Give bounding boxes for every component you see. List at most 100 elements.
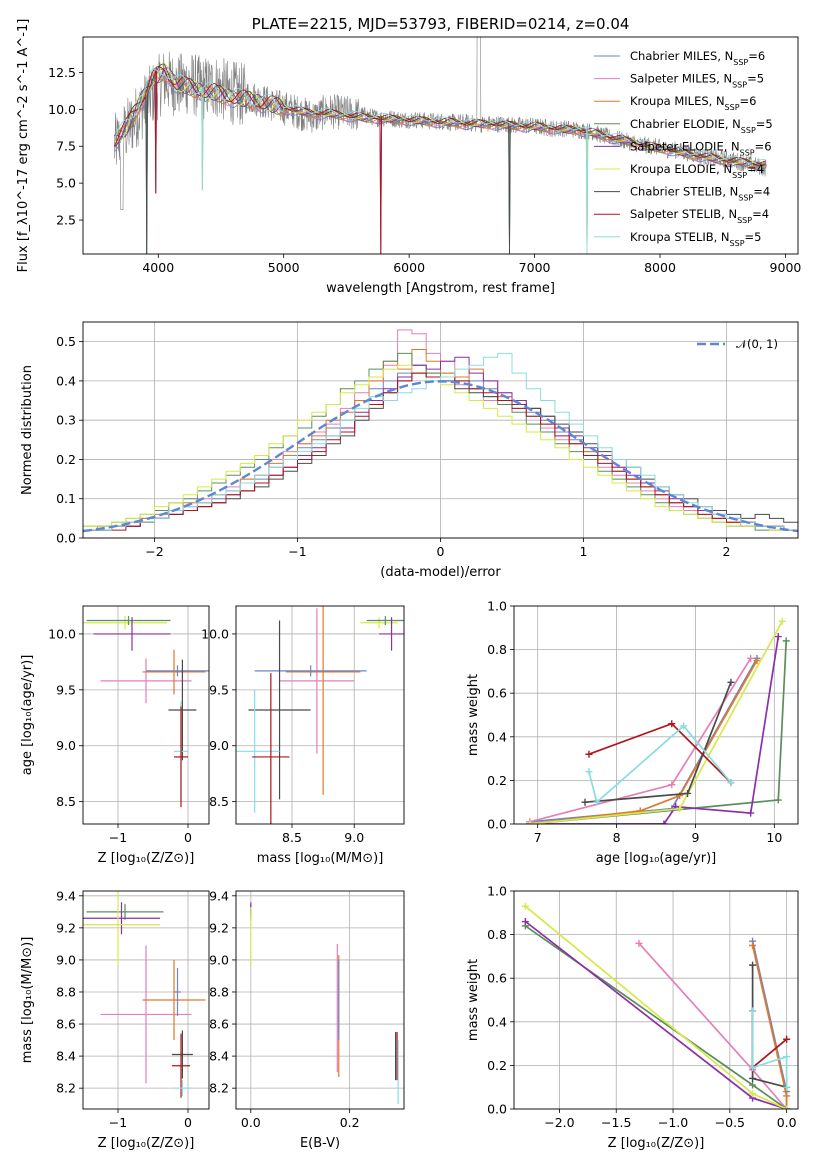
mass-weight-marker (593, 798, 601, 806)
x-tick-label: 7 (534, 830, 542, 845)
x-tick-label: 10 (766, 830, 782, 845)
y-tick-label: 0.6 (487, 971, 507, 986)
mass-weight-marker (783, 1105, 791, 1109)
error-bar-point (93, 617, 171, 651)
y-tick-label: 8.5 (209, 794, 229, 809)
x-tick-label: −1 (288, 544, 306, 559)
x-tick-label: 0.0 (241, 1115, 261, 1130)
chart-title: PLATE=2215, MJD=53793, FIBERID=0214, z=0… (252, 15, 630, 33)
error-bar-point (171, 1030, 193, 1079)
x-tick-label: 8.5 (282, 830, 302, 845)
model-spectrum-line (114, 73, 767, 254)
legend-label: Chabrier ELODIE, NSSP=5 (630, 117, 773, 135)
y-tick-label: 9.5 (56, 682, 76, 697)
error-bar-point (142, 649, 206, 695)
mass-weight-marker (774, 796, 782, 804)
mass-weight-marker (749, 961, 757, 969)
mass-weight-line (751, 945, 788, 1109)
error-bar-point (236, 689, 280, 813)
mass-weight-marker (727, 779, 735, 787)
y-tick-label: 0.4 (487, 1014, 507, 1029)
mass-weight-line (529, 660, 758, 824)
axes-frame (235, 605, 405, 825)
mass-weight-marker (749, 1081, 757, 1089)
x-tick-label: −0.5 (715, 1115, 745, 1130)
mass-weight-line (524, 905, 787, 1109)
model-spectrum-line (114, 67, 767, 254)
y-tick-label: 0.3 (56, 413, 76, 428)
y-tick-label: 9.0 (56, 952, 76, 967)
mass-weight-marker (635, 939, 643, 947)
spectrum-plot-area (113, 37, 767, 254)
error-bar-point (360, 617, 398, 629)
mass-weight-marker (521, 918, 529, 926)
error-bar-point (379, 617, 404, 651)
y-axis-label: Flux [f_λ10^-17 erg cm^-2 s^-1 A^-1] (16, 19, 31, 273)
axes-frame (235, 890, 405, 1110)
x-tick-label: 2 (723, 544, 731, 559)
mass-weight-vs-age-panel-plot-area (526, 617, 790, 824)
axes-frame (82, 36, 799, 255)
y-tick-label: 10.0 (48, 626, 76, 641)
y-tick-label: 0.0 (56, 531, 76, 546)
mass-weight-marker (680, 722, 688, 730)
error-bar-point (171, 1033, 191, 1098)
x-axis-label: Z [log₁₀(Z/Z⊙)] (98, 851, 195, 866)
x-tick-label: 8 (613, 830, 621, 845)
mass-weight-marker (749, 1074, 757, 1082)
y-tick-label: 9.5 (209, 682, 229, 697)
mass-weight-marker (585, 768, 593, 776)
y-tick-label: 0.0 (487, 1102, 507, 1117)
axes-frame (82, 890, 210, 1110)
mass-weight-marker (778, 617, 786, 625)
x-tick-label: −2.0 (544, 1115, 574, 1130)
mass-weight-marker (660, 820, 668, 824)
model-spectrum-line (114, 62, 767, 254)
y-tick-label: 9.0 (209, 952, 229, 967)
mass-weight-line (529, 620, 783, 824)
mass-weight-marker (774, 633, 782, 641)
x-tick-label: 7000 (519, 260, 551, 275)
y-axis-label: mass weight (466, 674, 481, 756)
x-tick-label: 9 (691, 830, 699, 845)
error-bar-point (279, 608, 355, 754)
y-tick-label: 8.6 (209, 1017, 229, 1032)
mass-weight-marker (526, 820, 534, 824)
legend-label: Kroupa MILES, NSSP=6 (630, 94, 756, 112)
x-axis-label: Z [log₁₀(Z/Z⊙)] (608, 1136, 705, 1151)
y-tick-label: 8.6 (56, 1017, 76, 1032)
error-bar-point (100, 945, 192, 1084)
y-tick-label: 0.2 (487, 773, 507, 788)
mass-weight-marker (585, 750, 593, 758)
y-tick-label: 8.5 (56, 794, 76, 809)
y-tick-label: 8.8 (209, 984, 229, 999)
mass-weight-marker (783, 1083, 791, 1091)
y-tick-label: 8.2 (209, 1081, 229, 1096)
mass-weight-marker (747, 654, 755, 662)
error-bar-point (173, 1080, 192, 1097)
error-bar-point (146, 665, 209, 677)
y-tick-label: 9.4 (209, 888, 229, 903)
mass-weight-marker (782, 637, 790, 645)
error-bar-point (83, 616, 167, 630)
mass-weight-marker (753, 657, 761, 664)
error-bar-point (100, 658, 192, 704)
y-tick-label: 9.4 (56, 888, 76, 903)
error-bar-point (86, 616, 171, 626)
error-bar-point (366, 616, 404, 626)
y-tick-label: 0.0 (487, 817, 507, 832)
x-tick-label: 8000 (644, 260, 676, 275)
mass-weight-marker (749, 1090, 757, 1098)
mass-weight-marker (581, 798, 589, 806)
mass-weight-marker (749, 1007, 757, 1015)
y-tick-label: 0.2 (487, 1058, 507, 1073)
y-tick-label: 0.5 (56, 334, 76, 349)
x-tick-label: −1 (109, 1115, 127, 1130)
spectrum-panel: 4000 5000 6000 7000 8000 9000 2.5 5.0 7.5 10.0 12.… (16, 15, 801, 296)
mass-weight-line (588, 724, 732, 804)
mass-weight-line (524, 925, 788, 1109)
x-tick-label: 0.0 (777, 1115, 797, 1130)
mass-vs-metallicity-panel-plot-area (83, 891, 206, 1098)
mass-weight-marker (747, 809, 755, 817)
